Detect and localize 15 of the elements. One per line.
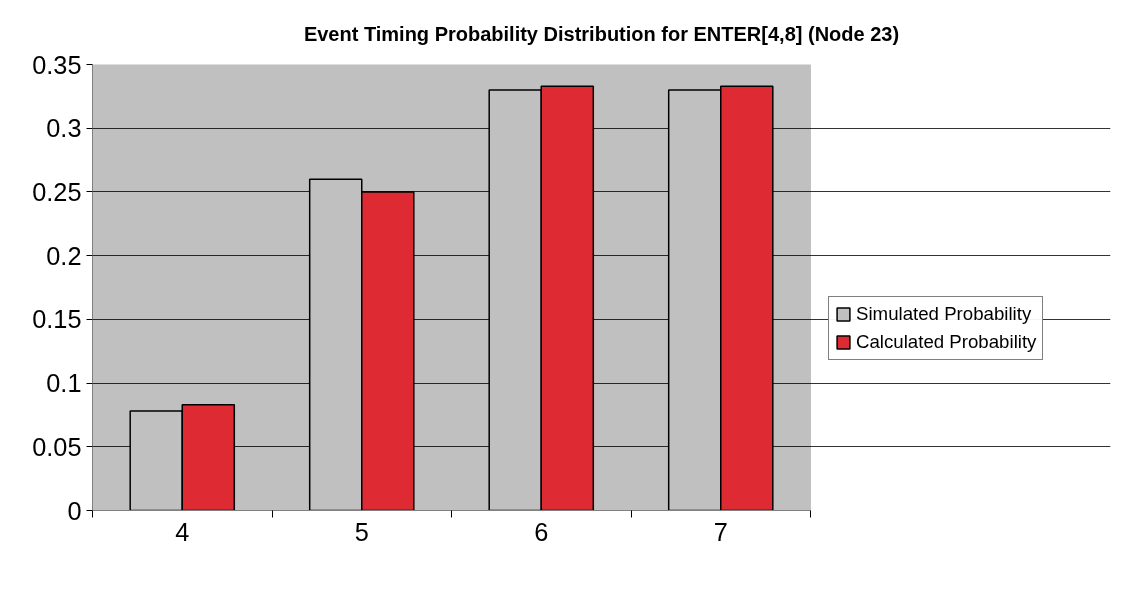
x-tick-label: 5: [354, 517, 369, 546]
y-tick-label: 0.2: [46, 241, 82, 270]
y-tick-label: 0: [67, 496, 82, 525]
legend-label: Calculated Probability: [856, 331, 1037, 353]
y-tick-label: 0.3: [46, 114, 82, 143]
x-tick-label: 7: [713, 517, 728, 546]
y-tick-label: 0.25: [32, 177, 82, 206]
y-tick-label: 0.35: [32, 50, 82, 79]
y-tick-label: 0.05: [32, 432, 82, 461]
y-tick-label: 0.15: [32, 305, 82, 334]
legend-label: Simulated Probability: [856, 303, 1032, 325]
chart-title: Event Timing Probability Distribution for ENTER[4,8] (Node 23): [303, 22, 900, 45]
y-tick-label: 0.1: [46, 369, 82, 398]
x-tick-label: 6: [534, 517, 549, 546]
x-tick-label: 4: [175, 517, 190, 546]
